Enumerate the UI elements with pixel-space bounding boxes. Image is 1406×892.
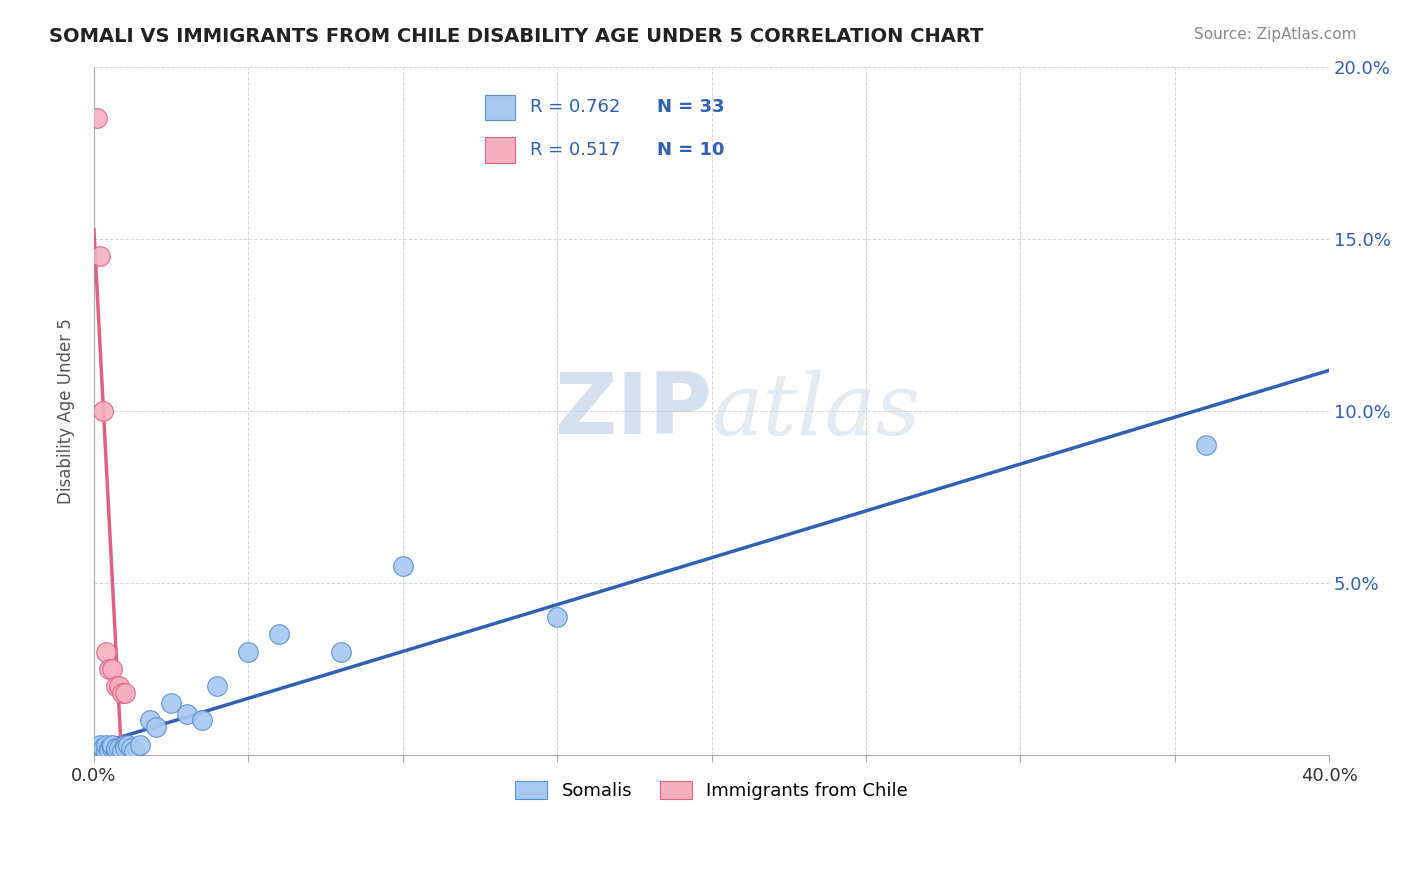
Point	[101, 738, 124, 752]
Point	[98, 662, 121, 676]
Point	[86, 744, 108, 758]
Point	[104, 679, 127, 693]
Point	[114, 686, 136, 700]
Point	[114, 741, 136, 756]
Point	[101, 741, 124, 756]
Point	[101, 662, 124, 676]
Point	[98, 744, 121, 758]
Point	[129, 738, 152, 752]
Point	[176, 706, 198, 721]
Point	[91, 741, 114, 756]
Point	[104, 744, 127, 758]
Point	[330, 645, 353, 659]
Point	[98, 741, 121, 756]
Point	[111, 686, 134, 700]
Point	[107, 679, 129, 693]
Point	[391, 558, 413, 573]
Text: Source: ZipAtlas.com: Source: ZipAtlas.com	[1194, 27, 1357, 42]
Point	[89, 741, 111, 756]
Point	[191, 714, 214, 728]
Point	[117, 738, 139, 752]
Point	[107, 741, 129, 756]
Point	[96, 645, 118, 659]
Point	[269, 627, 291, 641]
Point	[114, 738, 136, 752]
Text: ZIP: ZIP	[554, 369, 711, 452]
Point	[104, 741, 127, 756]
Point	[91, 403, 114, 417]
Point	[89, 738, 111, 752]
Point	[546, 610, 568, 624]
Point	[238, 645, 260, 659]
Point	[1194, 438, 1216, 452]
Legend: Somalis, Immigrants from Chile: Somalis, Immigrants from Chile	[501, 766, 922, 814]
Point	[91, 744, 114, 758]
Point	[89, 249, 111, 263]
Point	[160, 696, 183, 710]
Point	[122, 744, 145, 758]
Point	[145, 720, 167, 734]
Point	[96, 744, 118, 758]
Text: SOMALI VS IMMIGRANTS FROM CHILE DISABILITY AGE UNDER 5 CORRELATION CHART: SOMALI VS IMMIGRANTS FROM CHILE DISABILI…	[49, 27, 984, 45]
Point	[120, 741, 142, 756]
Point	[207, 679, 229, 693]
Text: atlas: atlas	[711, 369, 921, 452]
Point	[138, 714, 160, 728]
Point	[111, 744, 134, 758]
Point	[96, 738, 118, 752]
Y-axis label: Disability Age Under 5: Disability Age Under 5	[58, 318, 75, 504]
Point	[86, 112, 108, 126]
